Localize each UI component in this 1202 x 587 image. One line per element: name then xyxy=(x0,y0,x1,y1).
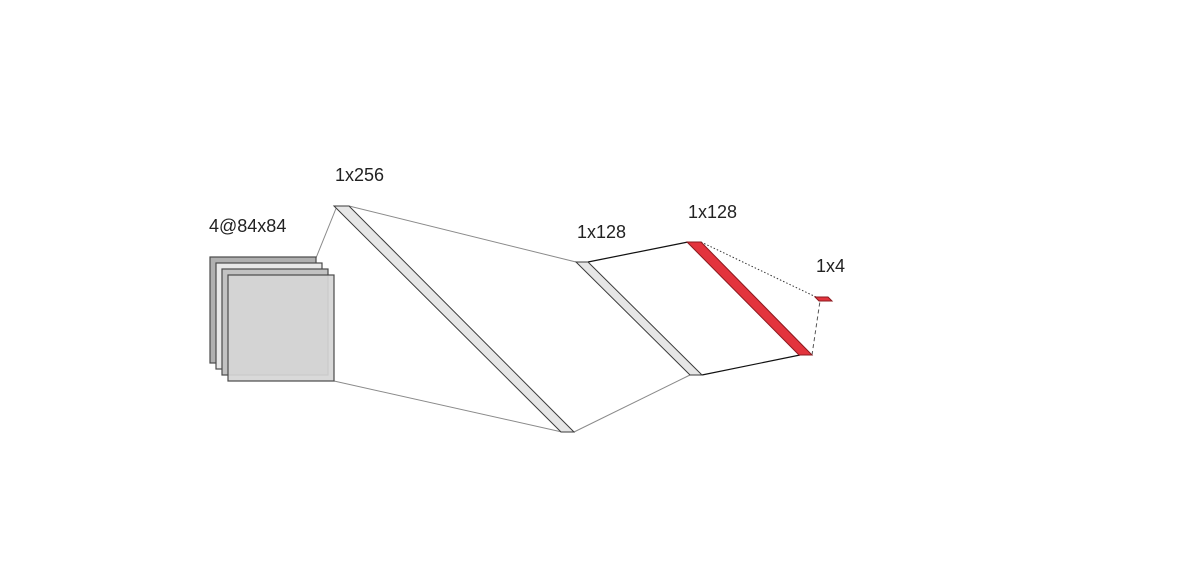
fc1-layer-label: 1x256 xyxy=(335,165,384,185)
connection-fc3-output-bottom xyxy=(811,300,821,356)
fc3-layer-label: 1x128 xyxy=(688,202,737,222)
connection-fc1-fc2-top xyxy=(348,205,577,263)
fc1-slab xyxy=(332,205,576,433)
connections xyxy=(315,205,821,433)
output-layer-label: 1x4 xyxy=(816,256,845,276)
connection-fc1-fc2-bottom xyxy=(573,374,691,433)
connection-input-fc1-bottom xyxy=(333,380,563,433)
fc2-slab xyxy=(574,261,704,376)
connection-fc2-fc3-bottom xyxy=(701,354,801,376)
connection-fc3-output-top xyxy=(700,241,817,298)
fc3-slab xyxy=(685,241,814,356)
output-slab xyxy=(813,296,834,302)
input-layer xyxy=(209,256,335,382)
input-layer-label: 4@84x84 xyxy=(209,216,286,236)
input-map-4 xyxy=(227,274,335,382)
fc2-layer-label: 1x128 xyxy=(577,222,626,242)
connection-input-fc1-top xyxy=(315,205,338,259)
connection-fc2-fc3-top xyxy=(587,241,689,263)
